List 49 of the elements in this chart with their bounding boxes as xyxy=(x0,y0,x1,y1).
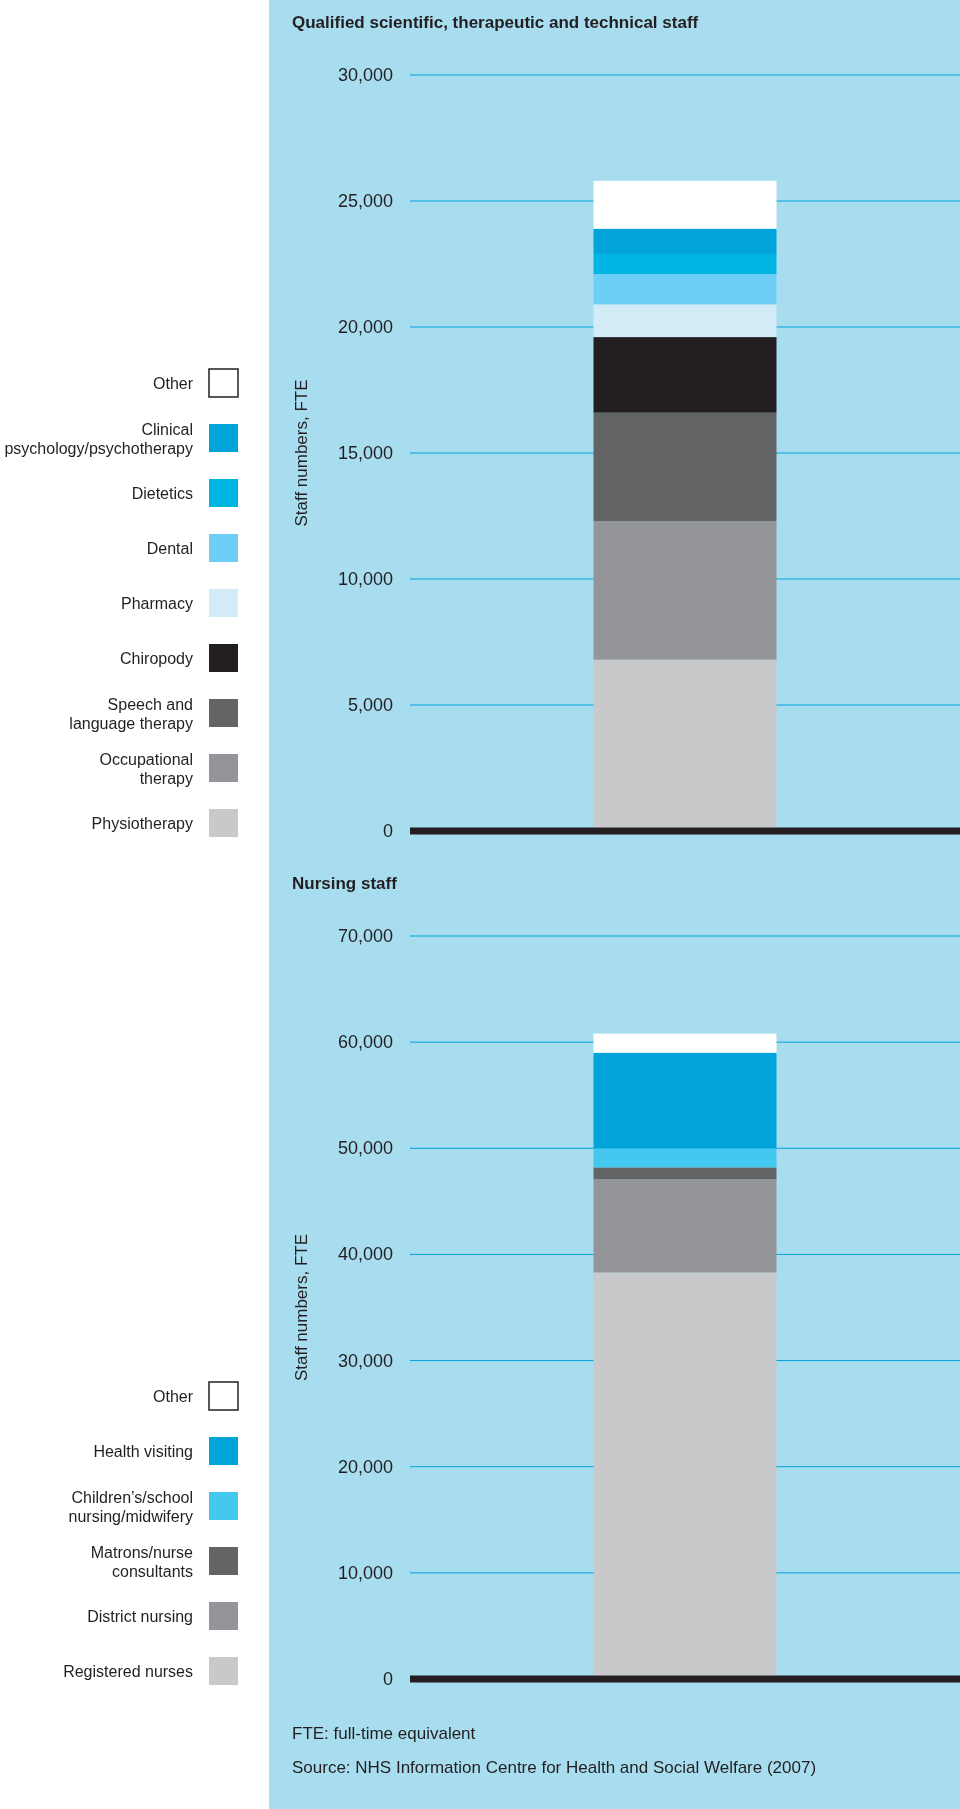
text: FTE: full-time equivalent xyxy=(292,1724,476,1743)
legend-label: Clinical psychology/psychotherapy xyxy=(4,420,193,457)
y-tick-label: 0 xyxy=(382,821,393,841)
y-tick-label: 40,000 xyxy=(337,1244,393,1265)
bar xyxy=(593,521,777,660)
source-note: Source: NHS Information Centre for Health and Social Welfare (2007) xyxy=(292,1758,817,1777)
bar xyxy=(593,304,777,338)
bar xyxy=(593,1148,777,1168)
y-tick-label: 20,000 xyxy=(337,317,393,337)
y-tick-label: 50,000 xyxy=(337,1138,393,1159)
y-tick-label: 10,000 xyxy=(337,1562,393,1583)
y-tick-label: 5,000 xyxy=(347,695,393,715)
bar xyxy=(593,274,777,305)
y-tick-label: 30,000 xyxy=(337,1350,393,1371)
legend-label: Dental xyxy=(146,540,193,557)
y-tick-label: 10,000 xyxy=(337,569,393,589)
legend-label: Other xyxy=(152,1388,194,1405)
legend-label: Speech and language therapy xyxy=(69,695,193,732)
legend-label: Children’s/school nursing/midwifery xyxy=(68,1488,193,1525)
legend-label: Pharmacy xyxy=(120,595,193,612)
y-tick-label: 0 xyxy=(382,1669,393,1689)
legend-label: Matrons/nurse consultants xyxy=(90,1543,194,1580)
y-axis-title: Staff numbers, FTE xyxy=(292,1233,311,1382)
y-axis-title: Staff numbers, FTE xyxy=(292,379,311,527)
bar xyxy=(593,1167,777,1180)
bar xyxy=(593,412,777,522)
y-tick-label: 70,000 xyxy=(337,926,393,946)
y-tick-label: 20,000 xyxy=(337,1456,393,1477)
y-tick-label: 30,000 xyxy=(337,65,393,85)
legend-label: Chiropody xyxy=(120,650,193,667)
bar xyxy=(593,1033,777,1053)
y-tick-label: 15,000 xyxy=(337,443,393,463)
bar xyxy=(593,1179,777,1273)
legend-label: Occupational therapy xyxy=(99,750,193,787)
bar xyxy=(593,180,777,229)
legend-label: District nursing xyxy=(87,1608,193,1625)
legend-label: Health visiting xyxy=(93,1443,193,1460)
bar xyxy=(593,1052,777,1149)
bar xyxy=(593,253,777,275)
legend-label: Physiotherapy xyxy=(91,815,193,832)
bar xyxy=(593,228,777,254)
legend-label: Dietetics xyxy=(131,485,193,502)
y-tick-label: 60,000 xyxy=(337,1032,393,1053)
legend-label: Registered nurses xyxy=(63,1663,193,1680)
y-tick-label: 25,000 xyxy=(337,191,393,211)
chart-title: Qualified scientific, therapeutic and technical staff xyxy=(292,13,699,32)
legend-label: Other xyxy=(152,375,194,392)
bar xyxy=(593,337,777,413)
chart-title: Nursing staff xyxy=(292,874,398,893)
